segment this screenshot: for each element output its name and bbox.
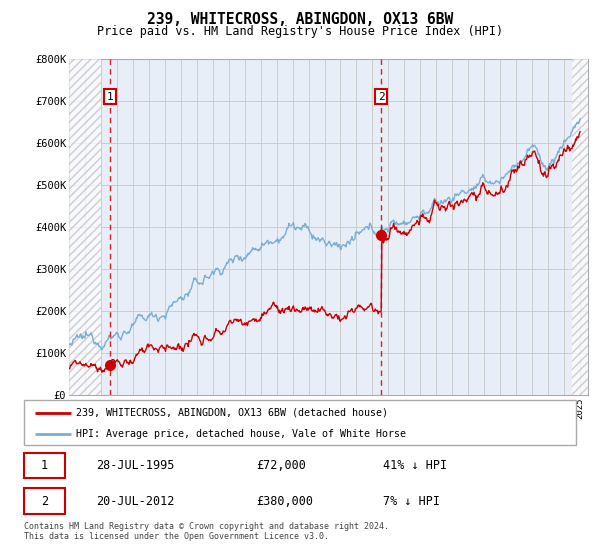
Text: Price paid vs. HM Land Registry's House Price Index (HPI): Price paid vs. HM Land Registry's House … bbox=[97, 25, 503, 38]
Bar bbox=[24, 488, 65, 514]
Text: 2: 2 bbox=[41, 494, 48, 508]
Text: 1: 1 bbox=[41, 459, 48, 472]
FancyBboxPatch shape bbox=[24, 400, 576, 445]
Text: 2: 2 bbox=[378, 92, 385, 101]
Text: 1: 1 bbox=[107, 92, 113, 101]
Text: 28-JUL-1995: 28-JUL-1995 bbox=[96, 459, 174, 472]
Text: 20-JUL-2012: 20-JUL-2012 bbox=[96, 494, 174, 508]
Text: 7% ↓ HPI: 7% ↓ HPI bbox=[383, 494, 440, 508]
Bar bbox=[572, 59, 588, 395]
Text: Contains HM Land Registry data © Crown copyright and database right 2024.
This d: Contains HM Land Registry data © Crown c… bbox=[24, 522, 389, 542]
Bar bbox=[69, 59, 101, 395]
Text: £72,000: £72,000 bbox=[256, 459, 306, 472]
Text: 239, WHITECROSS, ABINGDON, OX13 6BW: 239, WHITECROSS, ABINGDON, OX13 6BW bbox=[147, 12, 453, 27]
Text: HPI: Average price, detached house, Vale of White Horse: HPI: Average price, detached house, Vale… bbox=[76, 429, 406, 439]
Text: £380,000: £380,000 bbox=[256, 494, 313, 508]
Bar bbox=[24, 453, 65, 478]
Text: 41% ↓ HPI: 41% ↓ HPI bbox=[383, 459, 447, 472]
Text: 239, WHITECROSS, ABINGDON, OX13 6BW (detached house): 239, WHITECROSS, ABINGDON, OX13 6BW (det… bbox=[76, 408, 388, 418]
